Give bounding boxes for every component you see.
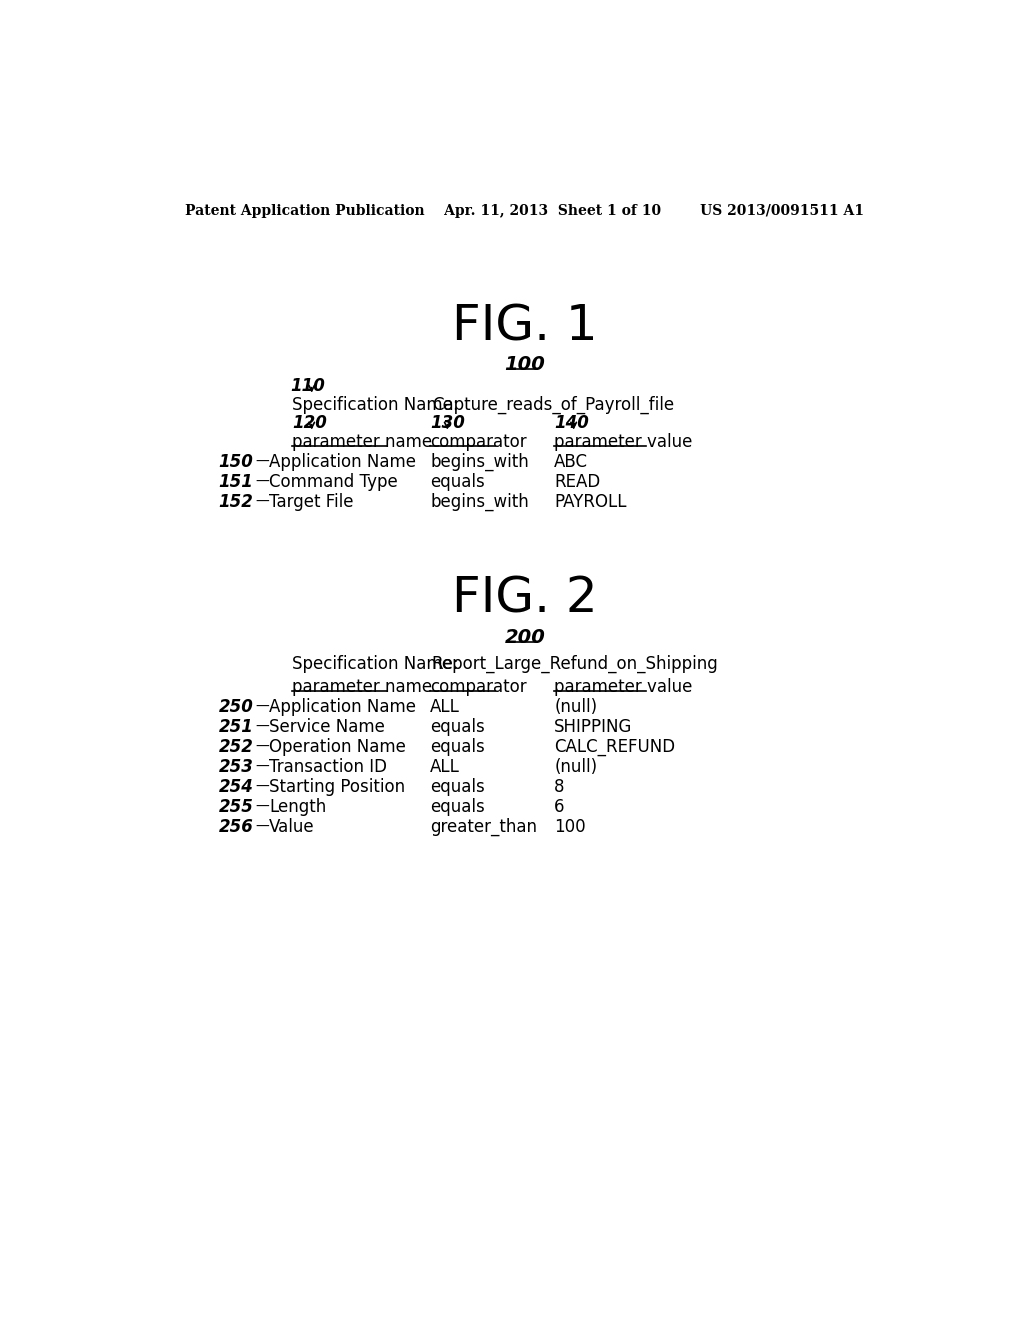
Text: Length: Length [269, 797, 327, 816]
Text: 8: 8 [554, 777, 565, 796]
Text: 200: 200 [505, 628, 545, 647]
Text: —: — [256, 455, 269, 469]
Text: SHIPPING: SHIPPING [554, 718, 633, 735]
Text: —: — [256, 700, 269, 714]
Text: 120: 120 [292, 414, 328, 432]
Text: Operation Name: Operation Name [269, 738, 406, 755]
Text: Specification Name:: Specification Name: [292, 396, 459, 413]
Text: ABC: ABC [554, 453, 588, 471]
Text: equals: equals [430, 473, 485, 491]
Text: —: — [256, 780, 269, 793]
Text: comparator: comparator [430, 433, 527, 450]
Text: —: — [256, 739, 269, 754]
Text: 256: 256 [219, 818, 254, 836]
Text: equals: equals [430, 777, 485, 796]
Text: 140: 140 [554, 414, 589, 432]
Text: 251: 251 [219, 718, 254, 735]
Text: —: — [256, 800, 269, 813]
Text: 100: 100 [505, 355, 545, 375]
Text: READ: READ [554, 473, 600, 491]
Text: parameter name: parameter name [292, 677, 432, 696]
Text: 252: 252 [219, 738, 254, 755]
Text: Specification Name:: Specification Name: [292, 655, 459, 672]
Text: 6: 6 [554, 797, 565, 816]
Text: 253: 253 [219, 758, 254, 776]
Text: equals: equals [430, 738, 485, 755]
Text: ALL: ALL [430, 758, 460, 776]
Text: 254: 254 [219, 777, 254, 796]
Text: Starting Position: Starting Position [269, 777, 406, 796]
Text: equals: equals [430, 718, 485, 735]
Text: 255: 255 [219, 797, 254, 816]
Text: 152: 152 [219, 492, 254, 511]
Text: Application Name: Application Name [269, 453, 416, 471]
Text: begins_with: begins_with [430, 492, 529, 511]
Text: 130: 130 [430, 414, 465, 432]
Text: 100: 100 [554, 818, 586, 836]
Text: Service Name: Service Name [269, 718, 385, 735]
Text: Patent Application Publication    Apr. 11, 2013  Sheet 1 of 10        US 2013/00: Patent Application Publication Apr. 11, … [185, 203, 864, 218]
Text: comparator: comparator [430, 677, 527, 696]
Text: Command Type: Command Type [269, 473, 397, 491]
Text: Capture_reads_of_Payroll_file: Capture_reads_of_Payroll_file [432, 396, 674, 414]
Text: begins_with: begins_with [430, 453, 529, 471]
Text: CALC_REFUND: CALC_REFUND [554, 738, 676, 755]
Text: —: — [256, 820, 269, 834]
Text: FIG. 1: FIG. 1 [452, 302, 598, 350]
Text: greater_than: greater_than [430, 817, 538, 836]
Text: FIG. 2: FIG. 2 [452, 574, 598, 623]
Text: —: — [256, 475, 269, 488]
Text: Application Name: Application Name [269, 698, 416, 715]
Text: ALL: ALL [430, 698, 460, 715]
Text: —: — [256, 760, 269, 774]
Text: equals: equals [430, 797, 485, 816]
Text: —: — [256, 719, 269, 734]
Text: PAYROLL: PAYROLL [554, 492, 627, 511]
Text: Report_Large_Refund_on_Shipping: Report_Large_Refund_on_Shipping [432, 655, 719, 673]
Text: —: — [256, 495, 269, 508]
Text: parameter value: parameter value [554, 433, 692, 450]
Text: 151: 151 [219, 473, 254, 491]
Text: parameter value: parameter value [554, 677, 692, 696]
Text: Transaction ID: Transaction ID [269, 758, 387, 776]
Text: 250: 250 [219, 698, 254, 715]
Text: (null): (null) [554, 758, 597, 776]
Text: parameter name: parameter name [292, 433, 432, 450]
Text: Target File: Target File [269, 492, 353, 511]
Text: (null): (null) [554, 698, 597, 715]
Text: 110: 110 [291, 378, 326, 395]
Text: Value: Value [269, 818, 314, 836]
Text: 150: 150 [219, 453, 254, 471]
